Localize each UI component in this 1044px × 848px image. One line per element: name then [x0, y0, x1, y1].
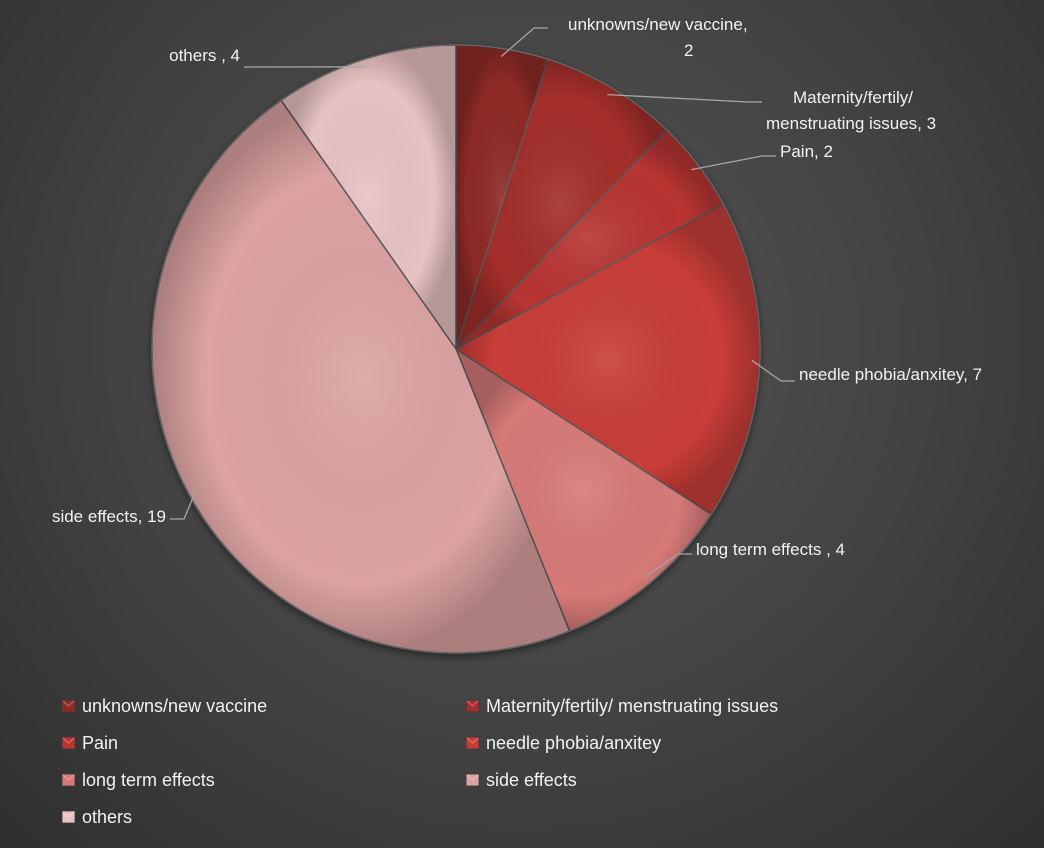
leader-line [607, 93, 762, 103]
legend: unknowns/new vaccine Maternity/fertily/ m… [61, 696, 778, 827]
data-label-unknowns-new-vaccine: unknowns/new vaccine, 2 [568, 15, 748, 60]
slice-labels: unknowns/new vaccine, 2 Maternity/fertily/… [52, 15, 982, 559]
legend-item-needle-phobia-anxitey: needle phobia/anxitey [465, 733, 661, 753]
data-label-long-term-effects: long term effects , 4 [696, 540, 845, 559]
data-label-maternity-fertily-menstruating-issues: Maternity/fertily/menstruating issues, 3 [766, 88, 936, 133]
leader-line [643, 553, 692, 578]
data-label-pain: Pain, 2 [780, 142, 833, 161]
pie-slice-shade [456, 349, 712, 631]
legend-swatch [61, 736, 76, 750]
pie-shading [151, 44, 761, 654]
legend-swatch-bevel [466, 737, 479, 744]
pie-slice-shade [456, 203, 761, 515]
legend-label: others [82, 807, 132, 827]
legend-label: unknowns/new vaccine [82, 696, 267, 716]
leader-line [170, 490, 197, 520]
pie-slice-shade [281, 45, 456, 349]
legend-swatch-bevel [62, 737, 75, 744]
data-label-needle-phobia-anxitey: needle phobia/anxitey, 7 [799, 365, 982, 384]
legend-swatch [465, 736, 480, 750]
legend-label: Maternity/fertily/ menstruating issues [486, 696, 778, 716]
pie-slice-shade [456, 129, 724, 349]
leader-line [751, 359, 795, 382]
pie-slice-shade [151, 100, 570, 654]
legend-item-long-term-effects: long term effects [61, 770, 215, 790]
legend-swatch [465, 699, 480, 713]
legend-swatch-bevel [62, 811, 75, 818]
data-label-others: others , 4 [169, 46, 240, 65]
leader-lines [170, 27, 795, 578]
legend-label: side effects [486, 770, 577, 790]
legend-item-side-effects: side effects [465, 770, 577, 790]
legend-item-others: others [61, 807, 132, 827]
pie-slice-shade [456, 59, 667, 350]
legend-swatch-bevel [62, 700, 75, 707]
legend-label: Pain [82, 733, 118, 753]
legend-item-pain: Pain [61, 733, 118, 753]
legend-swatch-bevel [466, 700, 479, 707]
legend-item-unknowns-new-vaccine: unknowns/new vaccine [61, 696, 267, 716]
pie-slice-shade [456, 45, 548, 349]
leader-line [691, 155, 776, 171]
legend-label: needle phobia/anxitey [486, 733, 661, 753]
legend-swatch [61, 773, 76, 787]
legend-swatch [61, 810, 76, 824]
leader-line [500, 27, 548, 57]
legend-swatch [61, 699, 76, 713]
legend-item-maternity-fertily-menstruating-issues: Maternity/fertily/ menstruating issues [465, 696, 778, 716]
legend-swatch [465, 773, 480, 787]
data-label-side-effects: side effects, 19 [52, 507, 166, 526]
legend-swatch-bevel [62, 774, 75, 781]
legend-label: long term effects [82, 770, 215, 790]
legend-swatch-bevel [466, 774, 479, 781]
